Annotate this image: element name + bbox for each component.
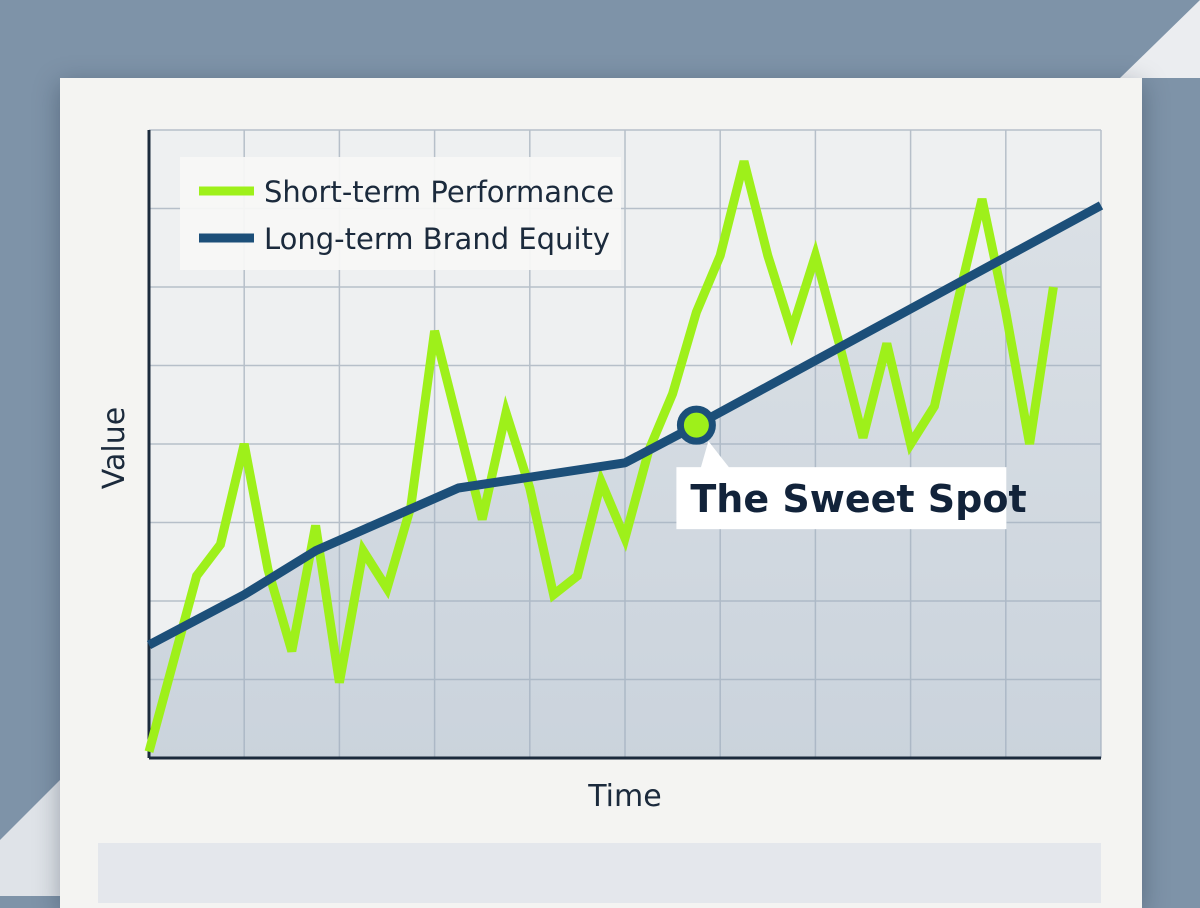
y-axis-title: Value bbox=[97, 407, 132, 489]
legend-label-short-term: Short-term Performance bbox=[264, 175, 614, 209]
annotation-label: The Sweet Spot bbox=[690, 477, 1026, 521]
legend-label-long-term: Long-term Brand Equity bbox=[264, 222, 610, 256]
x-axis-title: Time bbox=[587, 779, 661, 814]
sweet-spot-marker bbox=[676, 405, 716, 445]
callout-box bbox=[676, 467, 1007, 530]
legend: Short-term Performance Long-term Brand E… bbox=[180, 157, 621, 270]
area-under-brand-equity bbox=[149, 205, 1101, 758]
series-line-short-term-performance bbox=[144, 160, 1058, 753]
callout-pointer bbox=[700, 441, 731, 470]
caption-panel bbox=[98, 843, 1101, 903]
legend-box bbox=[180, 157, 621, 270]
